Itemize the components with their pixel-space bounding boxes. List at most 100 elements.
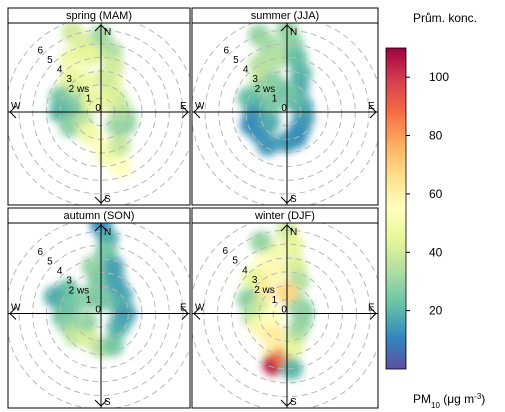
heat-cell bbox=[258, 111, 281, 134]
north-label: N bbox=[104, 227, 111, 238]
east-label: E bbox=[368, 101, 375, 112]
ws-ring-label: 6 bbox=[224, 45, 230, 56]
ws-ring-label: 5 bbox=[47, 55, 53, 66]
ws-ring-label: 3 bbox=[66, 276, 72, 287]
ws-ring-label: 5 bbox=[232, 256, 238, 267]
ws-ring-label: 4 bbox=[243, 65, 249, 76]
north-label: N bbox=[290, 227, 297, 238]
east-label: E bbox=[368, 303, 375, 314]
ws-ring-label: 6 bbox=[38, 247, 44, 258]
heat-cell bbox=[80, 44, 102, 67]
east-arrow-tick bbox=[181, 307, 189, 320]
heat-cell bbox=[261, 92, 284, 115]
legend-tick-label: 20 bbox=[429, 304, 443, 318]
heat-cell bbox=[75, 310, 98, 333]
ws-ring-label: 6 bbox=[38, 45, 44, 56]
heat-cell bbox=[110, 156, 133, 179]
legend-tick-label: 80 bbox=[429, 129, 443, 143]
ws-ring-label: 1 bbox=[272, 94, 278, 105]
west-arrow-tick bbox=[193, 307, 201, 320]
ws-ring-label: 4 bbox=[57, 266, 63, 277]
ws-ring-label: 2 ws bbox=[69, 84, 90, 95]
ws-ring-label: 0 bbox=[95, 305, 101, 316]
legend-ticks: 20 40 60 80 100 bbox=[406, 70, 449, 318]
west-arrow-tick bbox=[9, 307, 17, 320]
panel-border bbox=[191, 207, 379, 409]
panel-title: winter (DJF) bbox=[254, 210, 315, 222]
north-label: N bbox=[290, 27, 297, 38]
legend-colorbar bbox=[385, 47, 407, 370]
south-arrow-tick bbox=[94, 196, 108, 204]
south-label: S bbox=[104, 397, 111, 408]
north-arrow-tick bbox=[280, 24, 294, 32]
south-label: S bbox=[290, 194, 297, 205]
panel-border bbox=[7, 207, 191, 409]
legend-title: Prům. konc. bbox=[413, 11, 477, 25]
ws-ring-label: 3 bbox=[252, 74, 258, 85]
panel-border bbox=[7, 7, 191, 206]
ws-ring-label: 2 ws bbox=[69, 285, 90, 296]
ws-ring-label: 5 bbox=[47, 256, 53, 267]
ws-ring-label: 0 bbox=[95, 103, 101, 114]
heat-cell bbox=[266, 47, 289, 70]
ws-ring-label: 4 bbox=[242, 265, 248, 276]
legend-tick-label: 100 bbox=[429, 70, 449, 84]
south-label: S bbox=[290, 397, 297, 408]
east-arrow-tick bbox=[369, 307, 377, 320]
south-arrow-tick bbox=[94, 399, 108, 407]
north-arrow-tick bbox=[94, 24, 108, 32]
legend-tick-label: 40 bbox=[429, 245, 443, 259]
panel-title: summer (JJA) bbox=[251, 10, 319, 22]
ws-ring-label: 1 bbox=[272, 295, 278, 306]
panel-title: spring (MAM) bbox=[66, 10, 132, 22]
north-label: N bbox=[104, 27, 111, 38]
west-label: W bbox=[11, 303, 21, 314]
south-arrow-tick bbox=[280, 196, 294, 204]
west-arrow-tick bbox=[193, 105, 201, 119]
ws-ring-label: 0 bbox=[281, 305, 287, 316]
north-arrow-tick bbox=[94, 224, 108, 232]
north-arrow-tick bbox=[280, 224, 294, 232]
east-arrow-tick bbox=[181, 105, 189, 119]
color-legend: Prům. konc. 20 40 60 80 100 PM10 (μg m-3) bbox=[385, 11, 485, 410]
legend-unit-label: PM10 (μg m-3) bbox=[413, 392, 485, 410]
heat-cell bbox=[248, 53, 271, 76]
ws-ring-label: 3 bbox=[252, 275, 258, 286]
ws-ring-label: 2 ws bbox=[254, 285, 275, 296]
panel-title: autumn (SON) bbox=[64, 210, 135, 222]
ws-ring-label: 6 bbox=[223, 246, 229, 257]
south-label: S bbox=[104, 194, 111, 205]
ws-ring-label: 4 bbox=[57, 65, 63, 76]
ws-ring-label: 3 bbox=[66, 74, 72, 85]
panel-border bbox=[191, 7, 379, 206]
west-label: W bbox=[195, 303, 205, 314]
heatmap-surface bbox=[43, 223, 137, 359]
west-arrow-tick bbox=[9, 105, 17, 119]
heat-cell bbox=[256, 134, 279, 157]
ws-ring-label: 0 bbox=[281, 103, 287, 114]
east-label: E bbox=[180, 303, 187, 314]
heat-cell bbox=[87, 268, 109, 291]
heat-cell bbox=[109, 134, 132, 157]
ws-ring-label: 5 bbox=[233, 55, 239, 66]
east-label: E bbox=[180, 101, 187, 112]
heat-cell bbox=[101, 334, 124, 357]
legend-tick-label: 60 bbox=[429, 187, 443, 201]
east-arrow-tick bbox=[369, 105, 377, 119]
ws-ring-label: 1 bbox=[86, 94, 92, 105]
west-label: W bbox=[195, 101, 205, 112]
south-arrow-tick bbox=[280, 399, 294, 407]
west-label: W bbox=[11, 101, 21, 112]
ws-ring-label: 1 bbox=[86, 295, 92, 306]
ws-ring-label: 2 ws bbox=[255, 84, 276, 95]
